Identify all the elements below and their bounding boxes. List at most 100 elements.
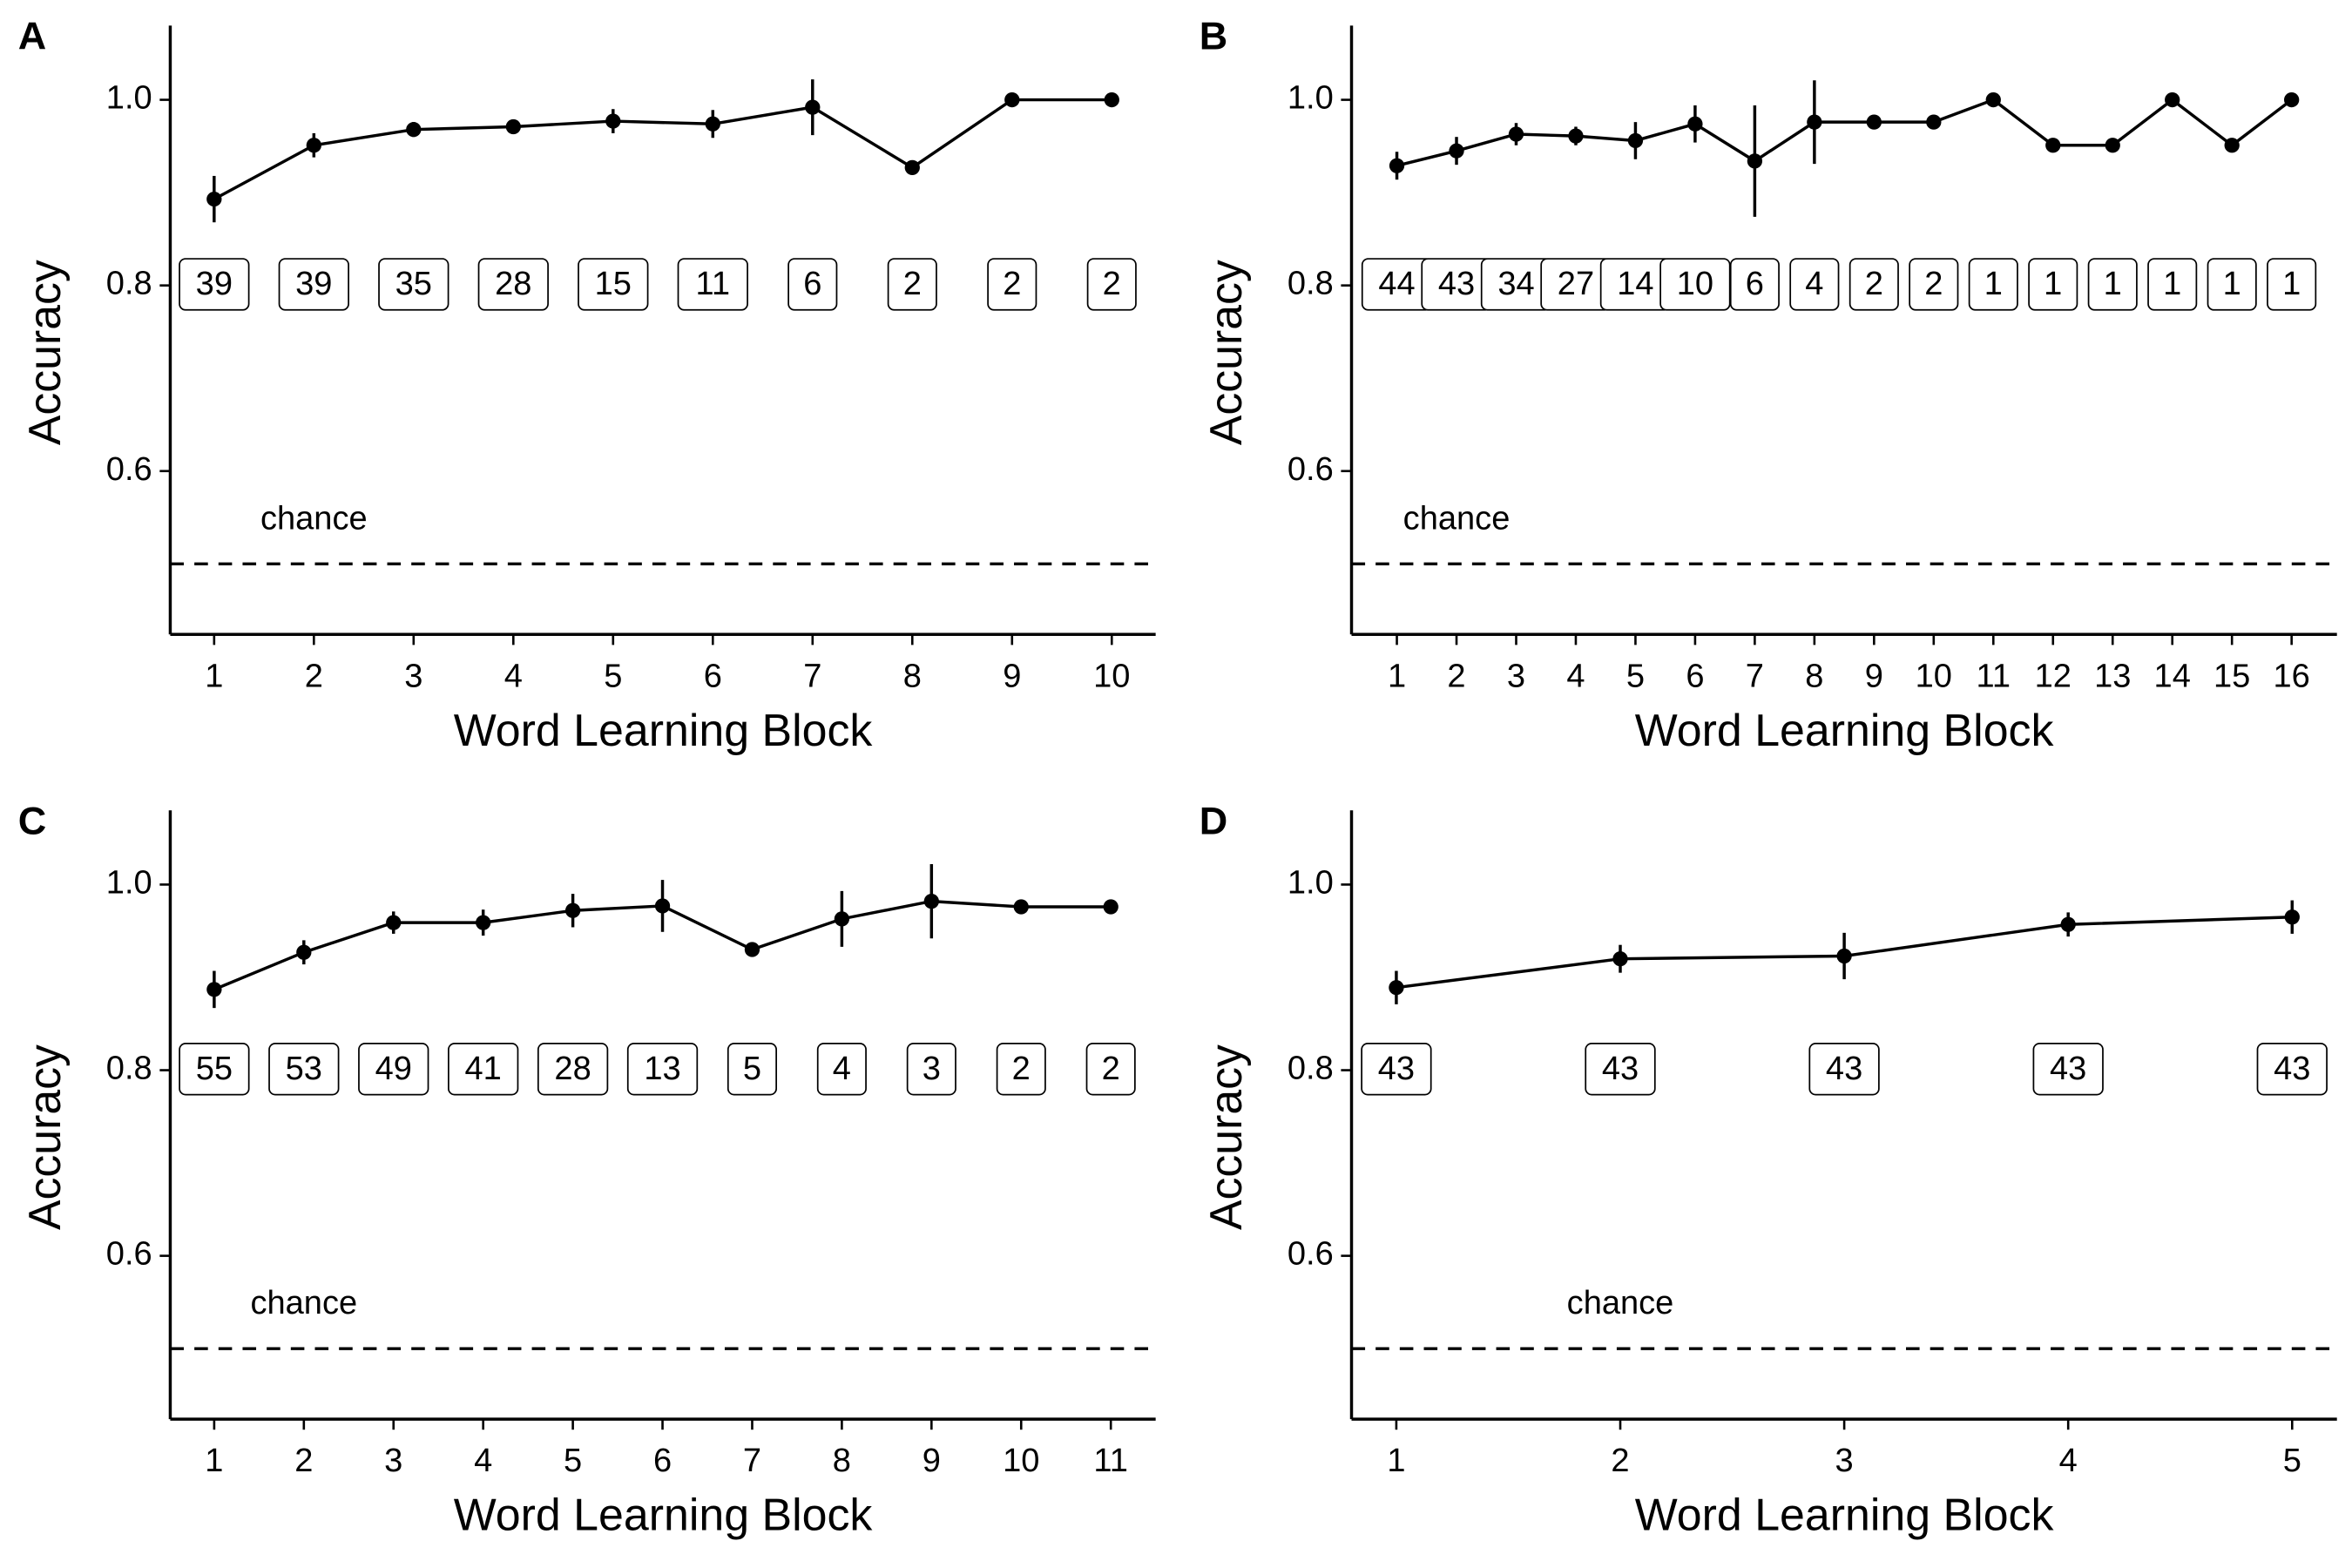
x-tick-label: 16 [2273, 658, 2309, 694]
data-point [1926, 114, 1942, 130]
x-tick-label: 5 [2283, 1443, 2301, 1479]
count-box [677, 258, 748, 311]
count-box [1729, 258, 1780, 311]
y-axis-title: Accuracy [1200, 1044, 1251, 1230]
count-label: 5 [743, 1051, 761, 1087]
count-label: 3 [923, 1051, 941, 1087]
count-box [2207, 258, 2257, 311]
count-label: 1 [2104, 266, 2122, 302]
count-box [358, 1043, 429, 1096]
count-box [268, 1043, 340, 1096]
data-point [1627, 132, 1644, 149]
x-tick-label: 2 [1611, 1443, 1629, 1479]
x-tick-label: 10 [1093, 658, 1130, 694]
count-box [1968, 258, 2018, 311]
x-tick-label: 6 [704, 658, 722, 694]
count-box [1808, 1043, 1880, 1096]
x-tick-label: 3 [1507, 658, 1525, 694]
data-point [2165, 91, 2180, 108]
x-tick-label: 10 [1916, 658, 1952, 694]
count-box [179, 258, 250, 311]
annotation: chance [250, 1285, 357, 1321]
count-box [2087, 258, 2138, 311]
y-axis-title: Accuracy [19, 1044, 70, 1230]
count-box [996, 1043, 1046, 1096]
data-point [1612, 951, 1628, 967]
count-label: 2 [1924, 266, 1943, 302]
count-box [626, 1043, 699, 1096]
count-label: 41 [465, 1051, 502, 1087]
data-point [705, 116, 720, 132]
x-tick-label: 7 [1746, 658, 1764, 694]
y-tick-label: 1.0 [106, 864, 152, 901]
data-point [1807, 114, 1822, 130]
count-label: 6 [1746, 266, 1764, 302]
x-tick-label: 8 [903, 658, 922, 694]
x-tick-label: 4 [1566, 658, 1585, 694]
count-box [816, 1043, 867, 1096]
x-tick-label: 3 [1835, 1443, 1854, 1479]
count-label: 44 [1378, 266, 1415, 302]
count-label: 27 [1558, 266, 1594, 302]
count-label: 2 [903, 266, 922, 302]
data-point [2105, 138, 2120, 153]
data-point [206, 191, 222, 207]
data-point [476, 915, 491, 930]
data-line [213, 98, 1112, 201]
data-point [296, 944, 312, 960]
count-box [1361, 1043, 1432, 1096]
count-label: 2 [1003, 266, 1021, 302]
data-point [1508, 126, 1524, 142]
count-box [378, 258, 449, 311]
count-label: 55 [196, 1051, 233, 1087]
count-box [1848, 258, 1899, 311]
x-tick-label: 4 [474, 1443, 492, 1479]
count-label: 28 [495, 266, 531, 302]
count-box [2256, 1043, 2328, 1096]
count-label: 1 [2282, 266, 2301, 302]
data-point [1985, 91, 2001, 108]
count-label: 39 [295, 266, 332, 302]
count-label: 4 [1805, 266, 1823, 302]
count-label: 2 [1103, 266, 1121, 302]
data-point [744, 942, 760, 957]
count-label: 43 [1438, 266, 1475, 302]
data-line [1396, 98, 2293, 167]
count-box [2147, 258, 2198, 311]
x-tick-label: 11 [1093, 1443, 1127, 1479]
count-label: 1 [2163, 266, 2181, 302]
count-label: 34 [1497, 266, 1534, 302]
x-axis-title: Word Learning Block [1635, 1490, 2054, 1540]
data-point [1103, 899, 1119, 915]
count-label: 28 [554, 1051, 591, 1087]
x-tick-label: 9 [1003, 658, 1021, 694]
count-box [1086, 258, 1137, 311]
x-tick-label: 9 [923, 1443, 941, 1479]
count-box [278, 258, 349, 311]
count-label: 10 [1677, 266, 1713, 302]
x-tick-label: 1 [1387, 1443, 1405, 1479]
x-tick-label: 5 [604, 658, 622, 694]
count-box [2032, 1043, 2104, 1096]
data-point [564, 902, 581, 918]
count-box [727, 1043, 778, 1096]
count-label: 43 [2050, 1051, 2086, 1087]
x-tick-label: 12 [2035, 658, 2072, 694]
data-point [1568, 128, 1584, 144]
count-label: 35 [395, 266, 432, 302]
x-tick-label: 11 [1977, 658, 2011, 694]
data-point [1747, 153, 1763, 169]
data-point [2060, 916, 2076, 932]
y-tick-label: 0.6 [1288, 451, 1334, 488]
data-point [904, 159, 920, 175]
x-tick-label: 2 [305, 658, 323, 694]
x-tick-label: 13 [2094, 658, 2131, 694]
x-axis-title: Word Learning Block [454, 1490, 873, 1540]
panel-letter: D [1200, 799, 1227, 843]
count-label: 39 [196, 266, 233, 302]
count-label: 1 [1984, 266, 2003, 302]
count-box [1789, 258, 1840, 311]
count-label: 4 [833, 1051, 851, 1087]
data-point [2284, 91, 2300, 108]
count-box [1085, 1043, 1136, 1096]
